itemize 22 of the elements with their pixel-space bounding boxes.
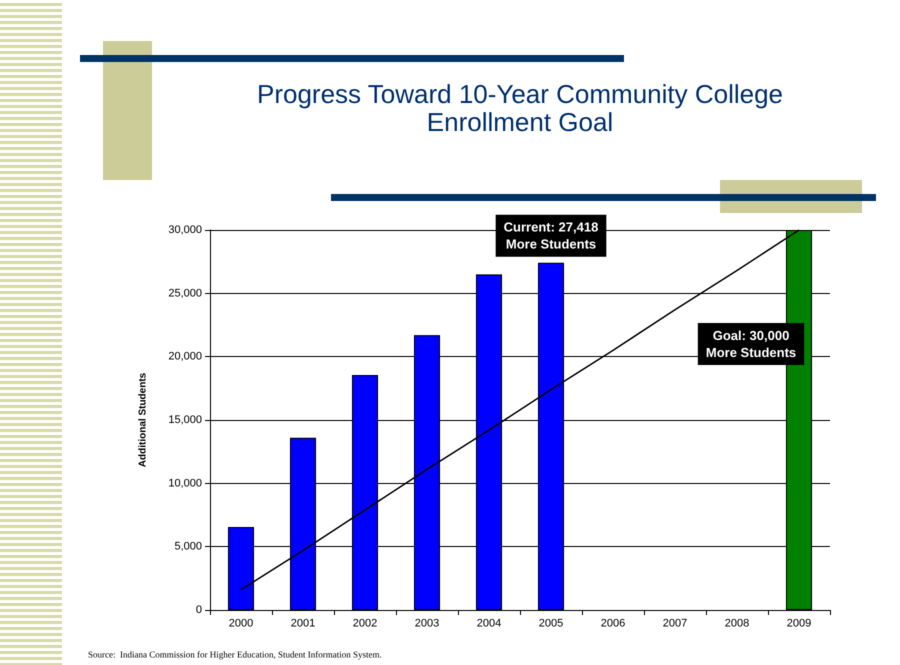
- x-tick-label: 2009: [786, 618, 812, 630]
- x-tick-label: 2001: [290, 618, 316, 630]
- y-axis-title: Additional Students: [138, 372, 148, 468]
- annotation: Goal: 30,000 More Students: [706, 328, 796, 360]
- x-tick-label: 2002: [352, 618, 378, 630]
- chart-title: Progress Toward 10-Year Community College Enrollment Goal: [256, 79, 784, 137]
- source-note: Source: Indiana Commission for Higher Education, Student Information System.: [88, 650, 382, 660]
- x-tick-label: 2007: [662, 618, 688, 630]
- annotation: Current: 27,418 More Students: [504, 220, 598, 252]
- x-tick-label: 2008: [724, 618, 750, 630]
- y-tick-label: 15,000: [168, 414, 202, 426]
- y-tick-label: 0: [196, 604, 202, 616]
- y-tick-label: 30,000: [168, 224, 202, 236]
- x-tick-label: 2003: [414, 618, 440, 630]
- x-tick-label: 2000: [228, 618, 254, 630]
- x-tick-label: 2004: [476, 618, 502, 630]
- y-tick-label: 25,000: [168, 287, 202, 300]
- y-tick-label: 20,000: [168, 350, 202, 363]
- y-tick-label: 10,000: [168, 477, 202, 490]
- x-tick-label: 2006: [600, 618, 626, 630]
- y-tick-label: 5,000: [174, 540, 202, 553]
- x-tick-label: 2005: [538, 618, 564, 630]
